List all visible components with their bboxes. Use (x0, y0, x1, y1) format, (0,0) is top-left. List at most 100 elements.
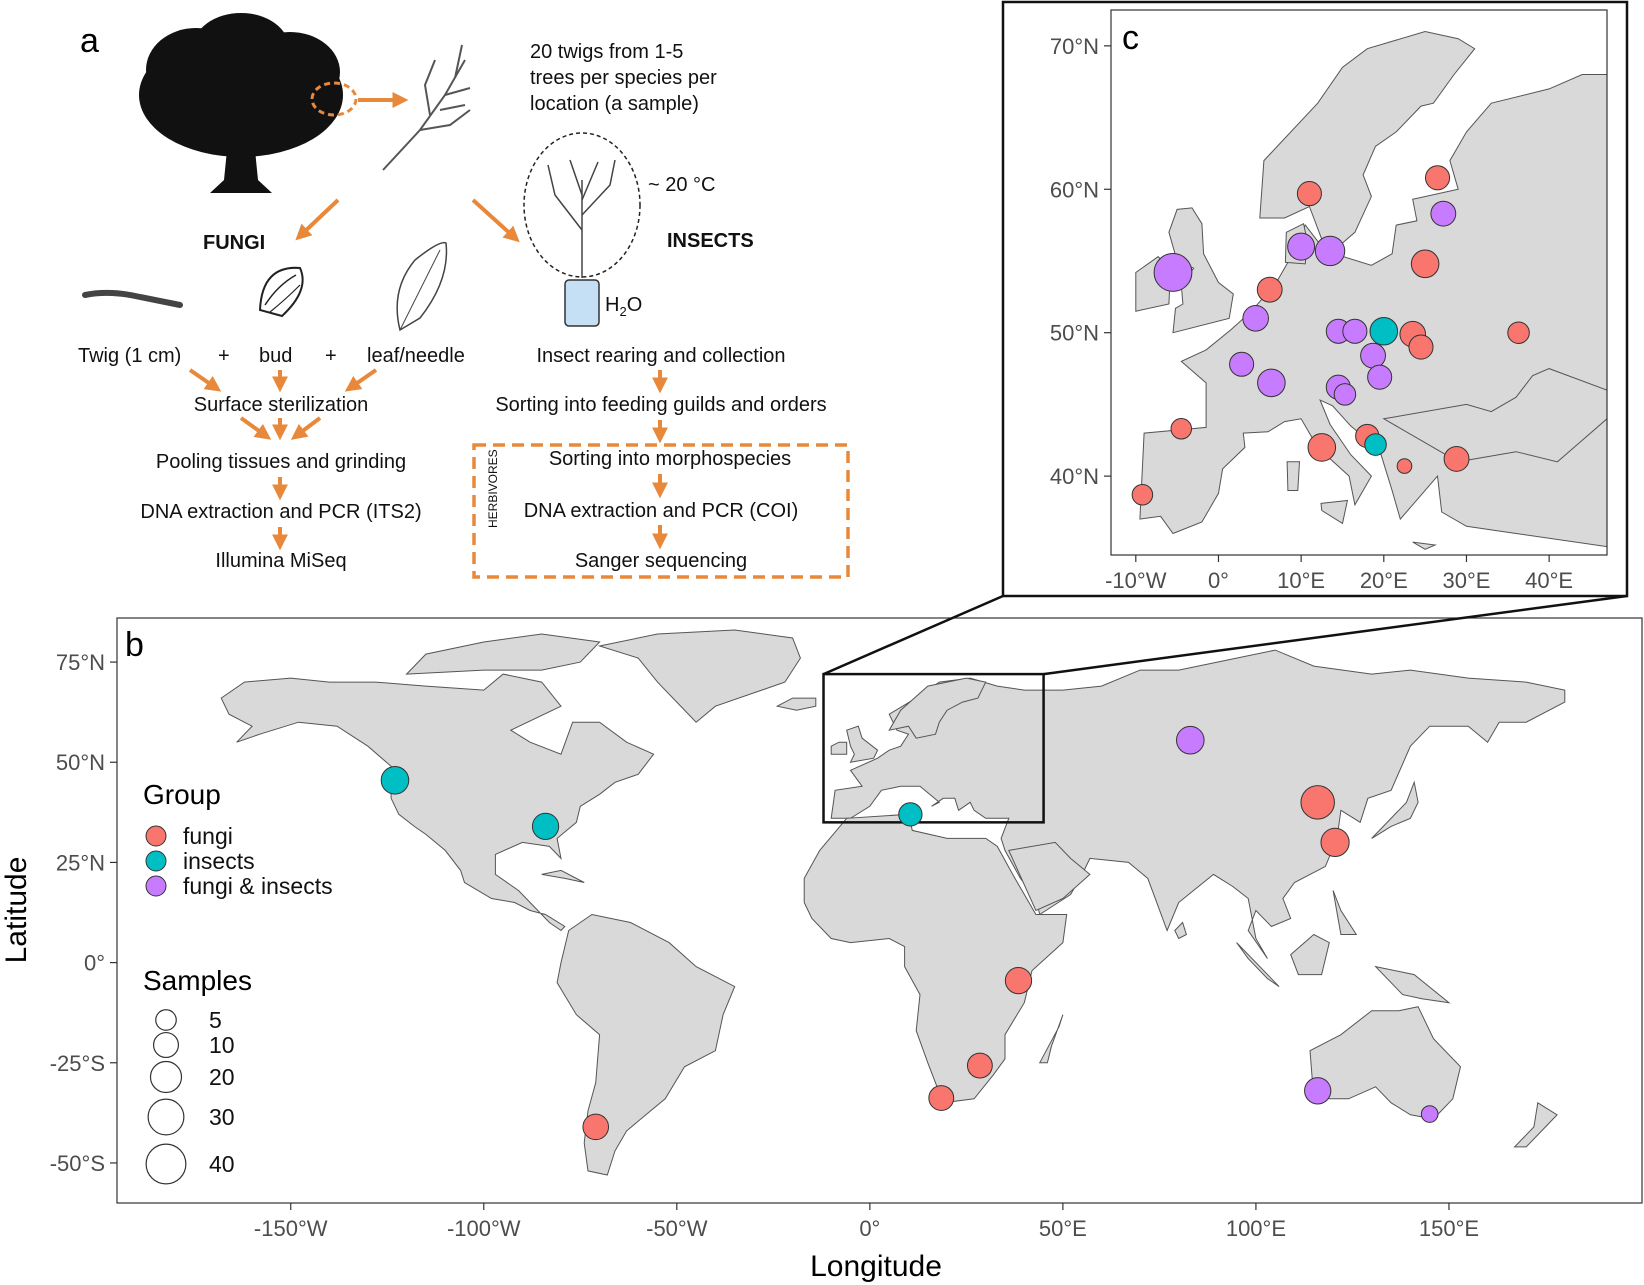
landmass-borneo (1290, 933, 1330, 976)
water-jar (564, 279, 600, 327)
rearing-chamber (523, 132, 641, 278)
europe-landmass-5 (1286, 461, 1301, 491)
twigs-note: 20 twigs from 1-5 trees per species per … (530, 41, 722, 115)
arrow-pool-right (290, 416, 322, 440)
sample-point (582, 1113, 610, 1141)
landmass-southAmerica (556, 913, 736, 1176)
insect-step-5: Sanger sequencing (575, 550, 747, 572)
y-tick-label: 60°N (1050, 177, 1099, 202)
legend-size-label: 40 (209, 1151, 235, 1177)
x-tick-label: 0° (1208, 568, 1229, 593)
panel-b: b -150°W -100°W -50°W 0° 50°E 100°E 150°E 75°N 5… (0, 594, 1644, 1283)
sample-point (1507, 321, 1530, 344)
x-tick-label: 100°E (1226, 1216, 1286, 1241)
sample-point (1443, 445, 1470, 472)
fungi-step-1: Surface sterilization (194, 394, 369, 416)
sample-point (1333, 383, 1357, 406)
panel-a-label: a (80, 22, 99, 60)
y-tick-label: 70°N (1050, 34, 1099, 59)
y-tick-label: 0° (84, 951, 105, 976)
x-tick-label: 30°E (1442, 568, 1490, 593)
herbivores-box (472, 443, 850, 579)
panel-a: a 20 twigs from 1-5 trees per species pe… (78, 13, 850, 579)
fungi-step-4: Illumina MiSeq (215, 550, 346, 572)
europe-landmass-2 (1168, 207, 1234, 334)
landmass-iceland (775, 697, 817, 711)
sample-point (1424, 165, 1451, 191)
legend-size-title: Samples (143, 965, 252, 996)
x-tick-label: 50°E (1039, 1216, 1087, 1241)
x-tick-label: 20°E (1360, 568, 1408, 593)
sample-point (1430, 200, 1457, 227)
landmass-africa (803, 813, 1068, 1104)
sample-point (1287, 232, 1316, 261)
y-tick-label: -25°S (50, 1051, 105, 1076)
panel-c-plot-frame (1110, 9, 1608, 556)
y-axis-title: Latitude (0, 857, 33, 964)
legend-group-label: fungi & insects (183, 873, 333, 899)
x-tick-label: 0° (859, 1216, 880, 1241)
y-tick-label: 50°N (1050, 321, 1099, 346)
x-tick-label: 40°E (1525, 568, 1573, 593)
sample-point (380, 765, 410, 795)
twig-illustration (382, 44, 471, 171)
sample-point (1408, 334, 1434, 360)
fungi-heading: FUNGI (203, 232, 265, 254)
legend-size-circle (147, 1098, 185, 1136)
sample-point (1004, 966, 1033, 995)
sample-point (1364, 433, 1387, 456)
sample-point (1257, 368, 1286, 398)
landmass-greenland (597, 629, 801, 723)
sample-point (928, 1085, 955, 1111)
panel-c: c -10°W 0° 10°E 20°E 30°E 40°E 70°N 60°N 50°N 40°… (1001, 0, 1629, 598)
sample-point (1300, 785, 1335, 820)
arrow-to-insects (471, 198, 520, 243)
landmass-sriLanka (1174, 921, 1188, 940)
landmass-uk (846, 725, 879, 763)
legend-size-circle (145, 1143, 187, 1185)
sample-point (1153, 253, 1193, 292)
inset-connector-right (1043, 594, 1628, 676)
sample-point (1242, 305, 1269, 332)
legend-swatch (145, 825, 167, 847)
y-tick-label: 75°N (56, 650, 105, 675)
sample-point (1320, 827, 1350, 857)
landmass-scandinaviaCap (888, 677, 987, 739)
europe-landmass-7 (1412, 541, 1437, 550)
sample-point (1256, 276, 1283, 303)
x-tick-label: -10°W (1105, 568, 1167, 593)
sample-point (1170, 418, 1193, 440)
sample-point (1369, 316, 1399, 346)
fungi-step-2: Pooling tissues and grinding (156, 451, 406, 473)
twig-piece-icon (82, 289, 183, 308)
inset-connector-left (823, 594, 1004, 676)
legend-group-label: insects (183, 848, 255, 874)
panel-c-points (1131, 165, 1530, 506)
legend-size-label: 30 (209, 1104, 235, 1130)
landmass-australia (1309, 1006, 1462, 1120)
arrow-to-fungi (295, 198, 340, 241)
arrow-leaf-sterilization (344, 368, 378, 392)
x-tick-label: -50°W (646, 1216, 708, 1241)
sample-point (966, 1052, 993, 1079)
sample-point (1396, 458, 1413, 474)
arrow-pool-left (239, 416, 272, 440)
legend-size-circle (155, 1009, 177, 1031)
legend-size-label: 20 (209, 1064, 235, 1090)
landmass-sumatra (1236, 942, 1280, 988)
insect-step-4: DNA extraction and PCR (COI) (524, 500, 799, 522)
panel-b-axes: -150°W -100°W -50°W 0° 50°E 100°E 150°E75°N50°… (50, 650, 1479, 1241)
tree-illustration (139, 13, 343, 193)
y-tick-label: 25°N (56, 850, 105, 875)
landmass-arcticIsles (405, 633, 601, 675)
insect-step-1: Insect rearing and collection (536, 345, 785, 367)
tissue-plus-2: + (325, 345, 337, 367)
leaf-icon (396, 241, 448, 332)
herbivores-label: HERBIVORES (486, 449, 500, 528)
insect-step-3: Sorting into morphospecies (549, 448, 791, 470)
sample-point (1410, 249, 1440, 279)
landmass-philippines (1332, 890, 1358, 935)
tissue-twig: Twig (1 cm) (78, 345, 181, 367)
